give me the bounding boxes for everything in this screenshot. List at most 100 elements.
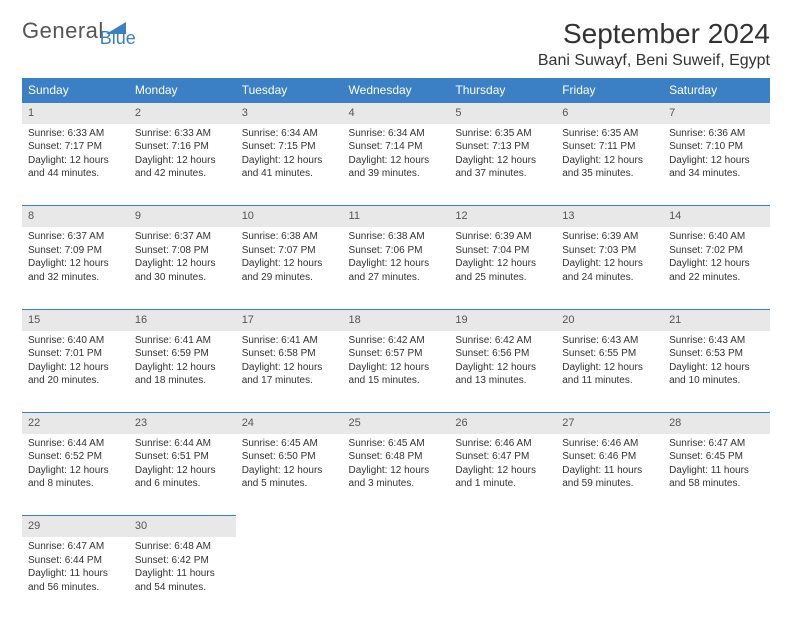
empty-cell xyxy=(663,537,770,619)
day-body-row: Sunrise: 6:37 AMSunset: 7:09 PMDaylight:… xyxy=(22,227,770,309)
day-number: 7 xyxy=(663,103,770,124)
day-cell: Sunrise: 6:38 AMSunset: 7:07 PMDaylight:… xyxy=(236,227,343,309)
sunrise-text: Sunrise: 6:46 AM xyxy=(562,437,657,451)
day-cell: Sunrise: 6:38 AMSunset: 7:06 PMDaylight:… xyxy=(343,227,450,309)
day-cell: Sunrise: 6:35 AMSunset: 7:11 PMDaylight:… xyxy=(556,124,663,206)
sunset-text: Sunset: 7:07 PM xyxy=(242,244,337,258)
daylight2-text: and 18 minutes. xyxy=(135,374,230,388)
daylight2-text: and 6 minutes. xyxy=(135,477,230,491)
daylight2-text: and 1 minute. xyxy=(455,477,550,491)
empty-cell xyxy=(449,516,556,537)
day-number: 25 xyxy=(343,413,450,434)
sunrise-text: Sunrise: 6:44 AM xyxy=(135,437,230,451)
sunrise-text: Sunrise: 6:48 AM xyxy=(135,540,230,554)
empty-cell xyxy=(236,516,343,537)
sunrise-text: Sunrise: 6:38 AM xyxy=(242,230,337,244)
empty-cell xyxy=(663,516,770,537)
day-cell: Sunrise: 6:46 AMSunset: 6:46 PMDaylight:… xyxy=(556,434,663,516)
day-number: 14 xyxy=(663,206,770,227)
daylight2-text: and 56 minutes. xyxy=(28,581,123,595)
daylight2-text: and 20 minutes. xyxy=(28,374,123,388)
daylight1-text: Daylight: 12 hours xyxy=(349,361,444,375)
sunset-text: Sunset: 7:04 PM xyxy=(455,244,550,258)
sunset-text: Sunset: 7:11 PM xyxy=(562,140,657,154)
sunset-text: Sunset: 6:44 PM xyxy=(28,554,123,568)
empty-cell xyxy=(556,516,663,537)
day-cell: Sunrise: 6:44 AMSunset: 6:52 PMDaylight:… xyxy=(22,434,129,516)
sunset-text: Sunset: 7:02 PM xyxy=(669,244,764,258)
sunset-text: Sunset: 7:17 PM xyxy=(28,140,123,154)
sunset-text: Sunset: 6:51 PM xyxy=(135,450,230,464)
daylight2-text: and 42 minutes. xyxy=(135,167,230,181)
day-cell: Sunrise: 6:42 AMSunset: 6:57 PMDaylight:… xyxy=(343,331,450,413)
sunset-text: Sunset: 7:15 PM xyxy=(242,140,337,154)
day-number: 27 xyxy=(556,413,663,434)
sunrise-text: Sunrise: 6:33 AM xyxy=(135,127,230,141)
daylight1-text: Daylight: 12 hours xyxy=(349,464,444,478)
day-cell: Sunrise: 6:47 AMSunset: 6:45 PMDaylight:… xyxy=(663,434,770,516)
calendar-table: Sunday Monday Tuesday Wednesday Thursday… xyxy=(22,78,770,619)
sunset-text: Sunset: 7:08 PM xyxy=(135,244,230,258)
daylight2-text: and 8 minutes. xyxy=(28,477,123,491)
sunset-text: Sunset: 6:57 PM xyxy=(349,347,444,361)
daylight1-text: Daylight: 12 hours xyxy=(349,154,444,168)
daylight2-text: and 25 minutes. xyxy=(455,271,550,285)
daylight1-text: Daylight: 12 hours xyxy=(455,464,550,478)
daylight1-text: Daylight: 12 hours xyxy=(455,257,550,271)
sunrise-text: Sunrise: 6:47 AM xyxy=(669,437,764,451)
day-cell: Sunrise: 6:34 AMSunset: 7:15 PMDaylight:… xyxy=(236,124,343,206)
day-cell: Sunrise: 6:40 AMSunset: 7:01 PMDaylight:… xyxy=(22,331,129,413)
sunrise-text: Sunrise: 6:34 AM xyxy=(242,127,337,141)
weekday-header: Thursday xyxy=(449,78,556,103)
day-cell: Sunrise: 6:35 AMSunset: 7:13 PMDaylight:… xyxy=(449,124,556,206)
day-cell: Sunrise: 6:43 AMSunset: 6:53 PMDaylight:… xyxy=(663,331,770,413)
sunrise-text: Sunrise: 6:47 AM xyxy=(28,540,123,554)
sunrise-text: Sunrise: 6:43 AM xyxy=(669,334,764,348)
sunset-text: Sunset: 7:16 PM xyxy=(135,140,230,154)
day-cell: Sunrise: 6:44 AMSunset: 6:51 PMDaylight:… xyxy=(129,434,236,516)
daylight1-text: Daylight: 12 hours xyxy=(455,154,550,168)
sunset-text: Sunset: 7:03 PM xyxy=(562,244,657,258)
daylight1-text: Daylight: 12 hours xyxy=(562,361,657,375)
day-cell: Sunrise: 6:43 AMSunset: 6:55 PMDaylight:… xyxy=(556,331,663,413)
daylight1-text: Daylight: 12 hours xyxy=(242,257,337,271)
daylight1-text: Daylight: 12 hours xyxy=(135,361,230,375)
daylight1-text: Daylight: 12 hours xyxy=(669,361,764,375)
daylight2-text: and 11 minutes. xyxy=(562,374,657,388)
day-number: 23 xyxy=(129,413,236,434)
sunset-text: Sunset: 7:10 PM xyxy=(669,140,764,154)
day-body-row: Sunrise: 6:44 AMSunset: 6:52 PMDaylight:… xyxy=(22,434,770,516)
daylight1-text: Daylight: 12 hours xyxy=(28,257,123,271)
day-cell: Sunrise: 6:33 AMSunset: 7:17 PMDaylight:… xyxy=(22,124,129,206)
daylight1-text: Daylight: 11 hours xyxy=(669,464,764,478)
day-number: 2 xyxy=(129,103,236,124)
daylight1-text: Daylight: 12 hours xyxy=(28,464,123,478)
daylight1-text: Daylight: 12 hours xyxy=(669,257,764,271)
day-number: 4 xyxy=(343,103,450,124)
sunset-text: Sunset: 6:47 PM xyxy=(455,450,550,464)
sunset-text: Sunset: 6:56 PM xyxy=(455,347,550,361)
daylight1-text: Daylight: 12 hours xyxy=(135,257,230,271)
sunrise-text: Sunrise: 6:42 AM xyxy=(349,334,444,348)
day-cell: Sunrise: 6:36 AMSunset: 7:10 PMDaylight:… xyxy=(663,124,770,206)
logo-text-blue: Blue xyxy=(100,28,136,49)
daylight2-text: and 22 minutes. xyxy=(669,271,764,285)
weekday-header-row: Sunday Monday Tuesday Wednesday Thursday… xyxy=(22,78,770,103)
daylight2-text: and 37 minutes. xyxy=(455,167,550,181)
day-cell: Sunrise: 6:40 AMSunset: 7:02 PMDaylight:… xyxy=(663,227,770,309)
day-number: 18 xyxy=(343,309,450,330)
sunrise-text: Sunrise: 6:39 AM xyxy=(562,230,657,244)
day-number: 24 xyxy=(236,413,343,434)
weekday-header: Monday xyxy=(129,78,236,103)
header: General Blue September 2024 Bani Suwayf,… xyxy=(22,18,770,70)
sunset-text: Sunset: 7:13 PM xyxy=(455,140,550,154)
day-body-row: Sunrise: 6:47 AMSunset: 6:44 PMDaylight:… xyxy=(22,537,770,619)
empty-cell xyxy=(343,516,450,537)
day-number: 6 xyxy=(556,103,663,124)
daylight1-text: Daylight: 12 hours xyxy=(242,464,337,478)
daylight2-text: and 27 minutes. xyxy=(349,271,444,285)
empty-cell xyxy=(449,537,556,619)
daylight2-text: and 24 minutes. xyxy=(562,271,657,285)
day-number: 30 xyxy=(129,516,236,537)
sunrise-text: Sunrise: 6:44 AM xyxy=(28,437,123,451)
